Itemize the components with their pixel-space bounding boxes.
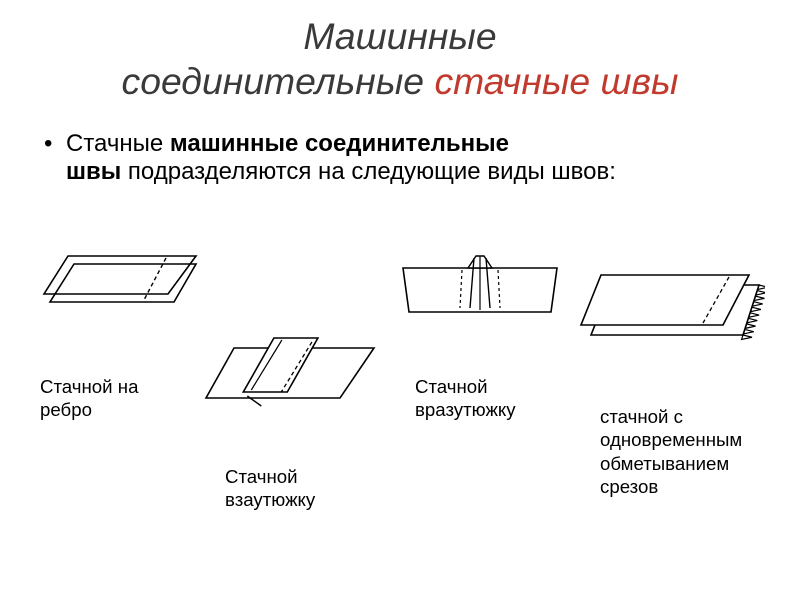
title-line2a: соединительные	[122, 60, 435, 102]
bullet-line1: Стачные машинные соединительные	[66, 130, 800, 158]
bullet-line2: швы подразделяются на следующие виды шво…	[66, 158, 800, 186]
caption-seam-open: Стачной вразутюжку	[415, 375, 535, 422]
seam-open-svg	[395, 250, 565, 330]
text-bold: машинные соединительные	[170, 130, 509, 157]
diagram-seam-one-side	[200, 320, 380, 430]
diagram-seam-edge	[40, 250, 200, 340]
title-line2b: стачные швы	[434, 60, 678, 102]
slide: Машинные соединительные стачные швы Стач…	[0, 0, 800, 600]
diagram-seam-open	[395, 250, 565, 330]
seam-one-side-svg	[200, 320, 380, 430]
text-plain: Стачные	[66, 130, 170, 157]
text-plain: подразделяются на следующие виды швов:	[128, 158, 616, 185]
caption-seam-overcast: стачной с одновременным обметыванием сре…	[600, 405, 770, 498]
diagram-seam-overcast	[575, 265, 765, 375]
seam-overcast-svg	[575, 265, 765, 375]
body-text: Стачные машинные соединительные швы подр…	[44, 130, 800, 186]
text-bold: швы	[66, 158, 128, 185]
caption-seam-edge: Стачной на ребро	[40, 375, 160, 422]
seam-edge-svg	[40, 250, 200, 340]
caption-seam-one-side: Стачной взаутюжку	[225, 465, 345, 512]
bullet-item: Стачные машинные соединительные швы подр…	[44, 130, 800, 186]
slide-title: Машинные соединительные стачные швы	[0, 0, 800, 104]
diagram-area: Стачной на ребро Стачной взаутюжку Стачн…	[0, 230, 800, 590]
title-line1: Машинные	[0, 14, 800, 59]
